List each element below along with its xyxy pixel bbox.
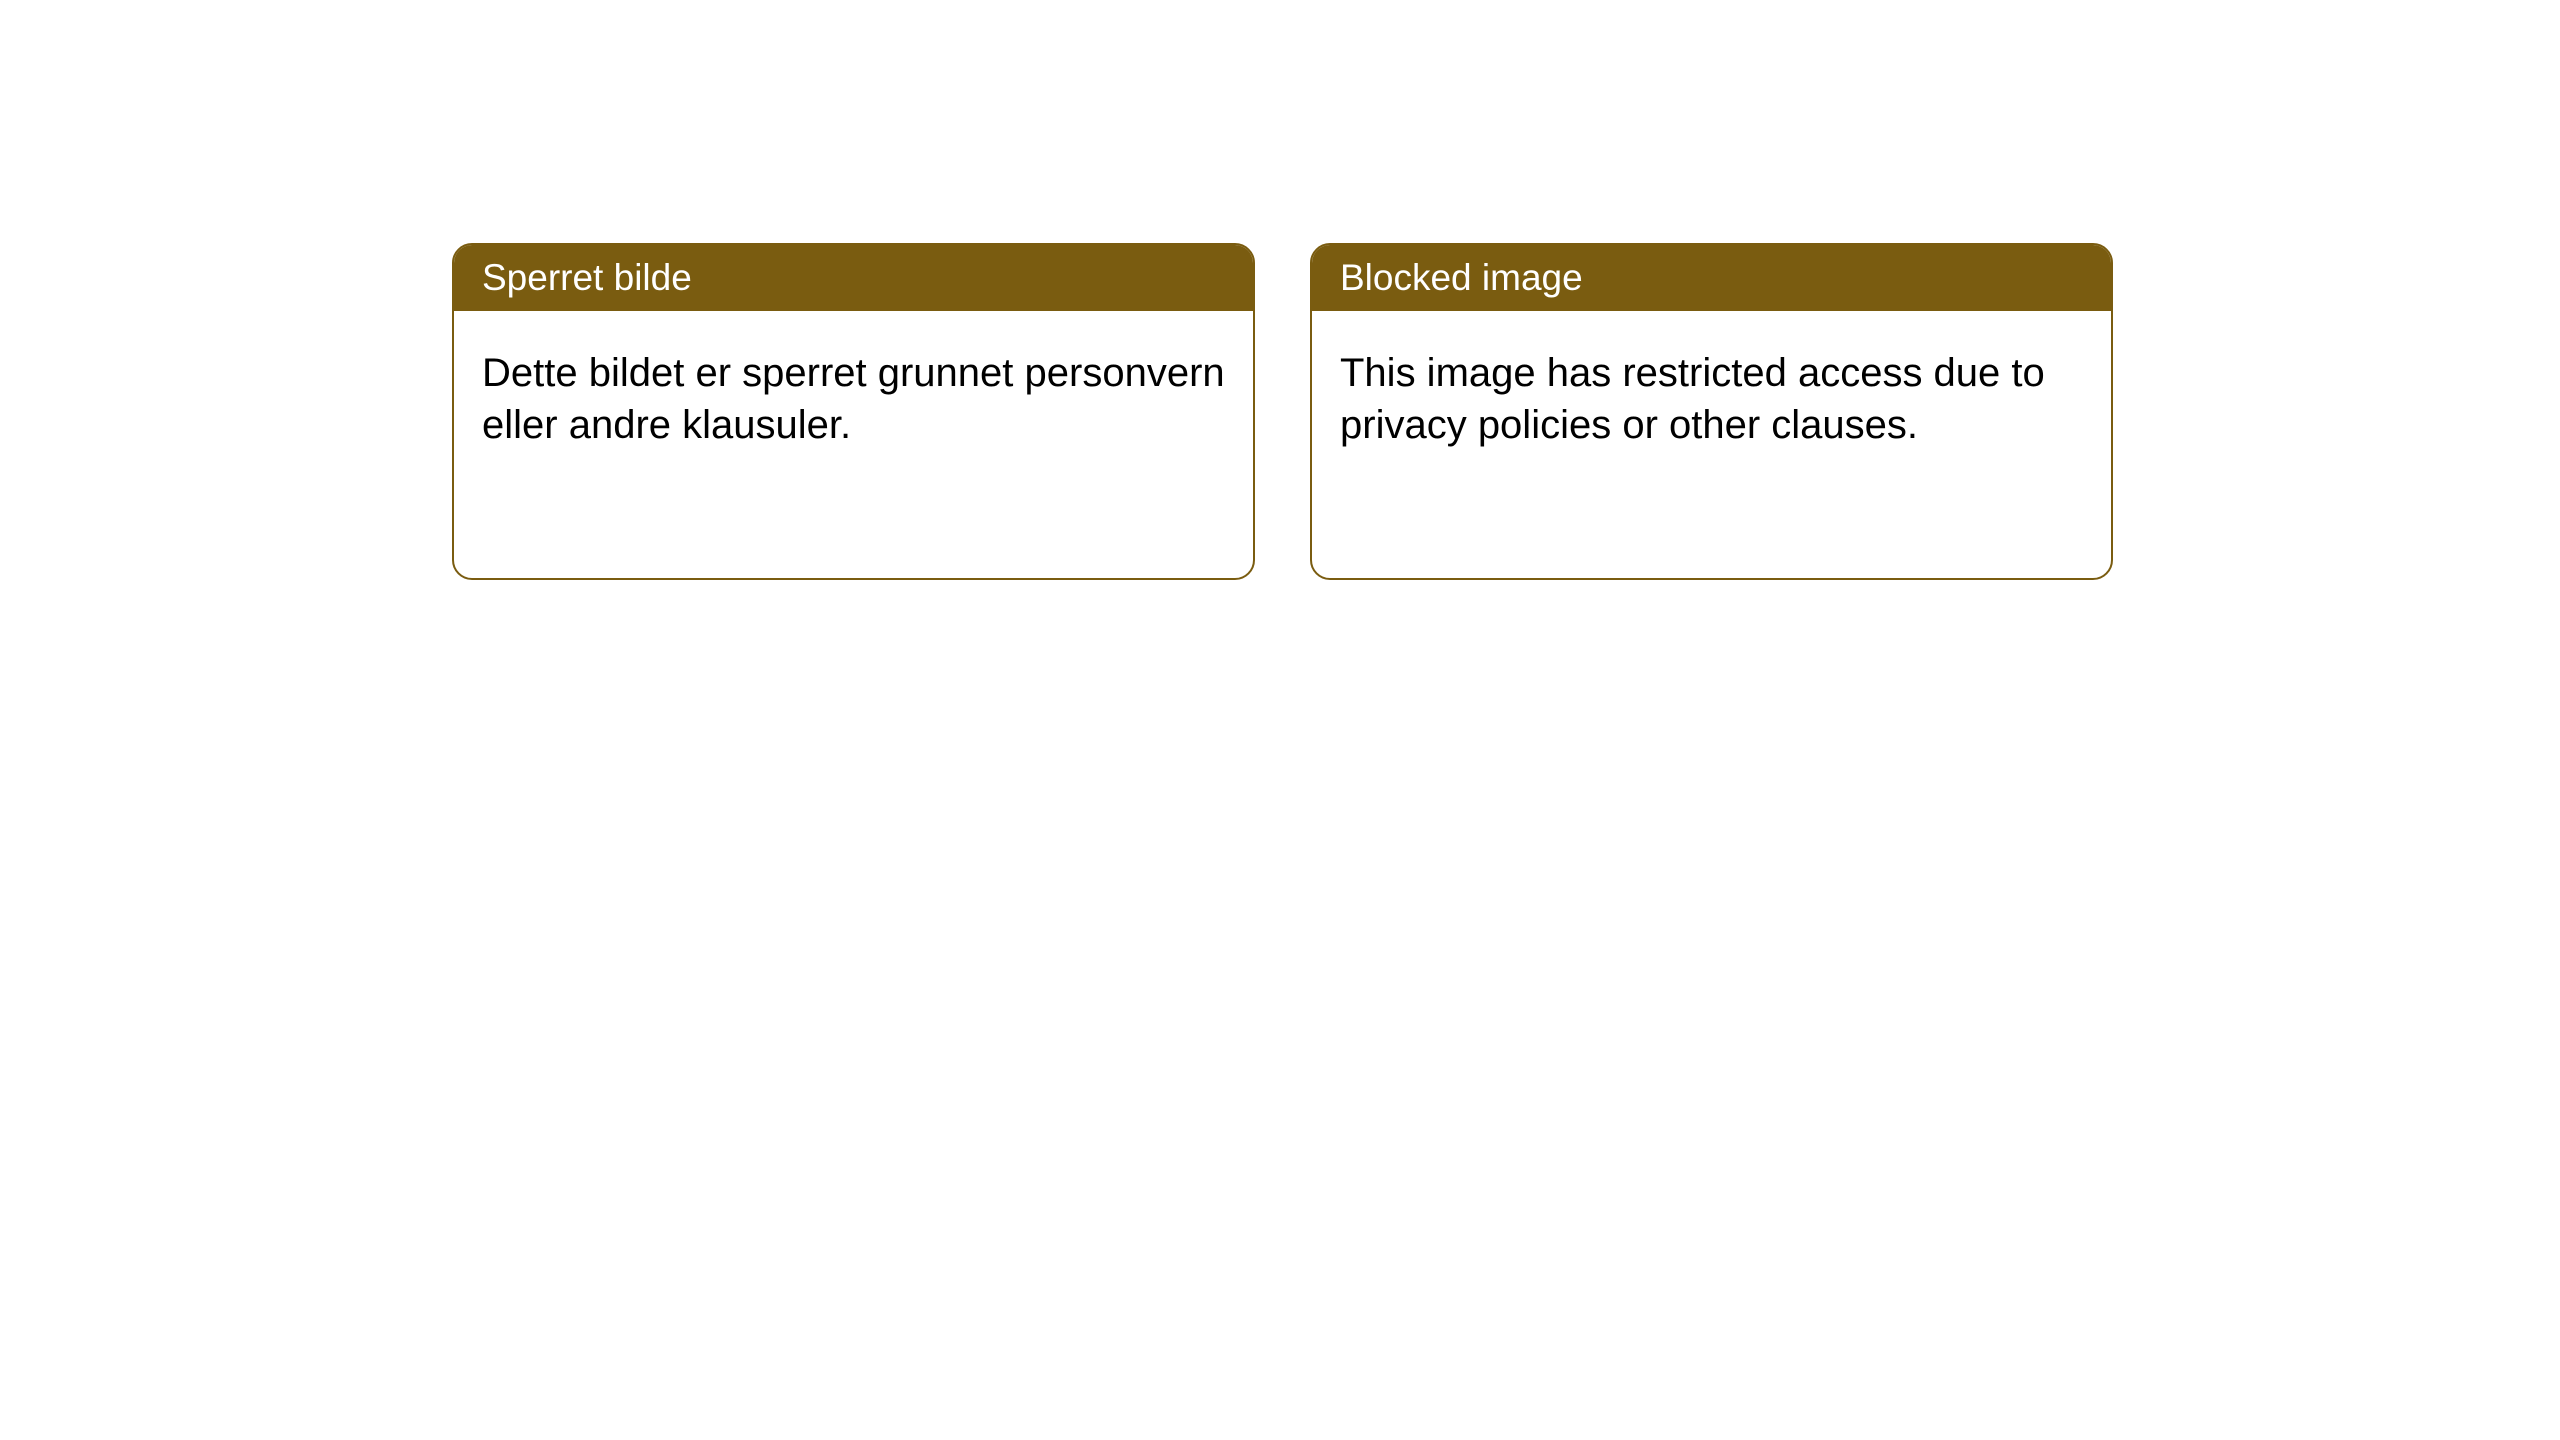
notice-body-english: This image has restricted access due to … [1312,311,2111,487]
notice-box-norwegian: Sperret bilde Dette bildet er sperret gr… [452,243,1255,580]
notice-header-norwegian: Sperret bilde [454,245,1253,311]
notice-body-norwegian: Dette bildet er sperret grunnet personve… [454,311,1253,487]
notice-container: Sperret bilde Dette bildet er sperret gr… [452,243,2113,580]
notice-title-english: Blocked image [1340,257,1583,298]
notice-header-english: Blocked image [1312,245,2111,311]
notice-title-norwegian: Sperret bilde [482,257,692,298]
notice-message-english: This image has restricted access due to … [1340,351,2045,447]
notice-box-english: Blocked image This image has restricted … [1310,243,2113,580]
notice-message-norwegian: Dette bildet er sperret grunnet personve… [482,351,1225,447]
